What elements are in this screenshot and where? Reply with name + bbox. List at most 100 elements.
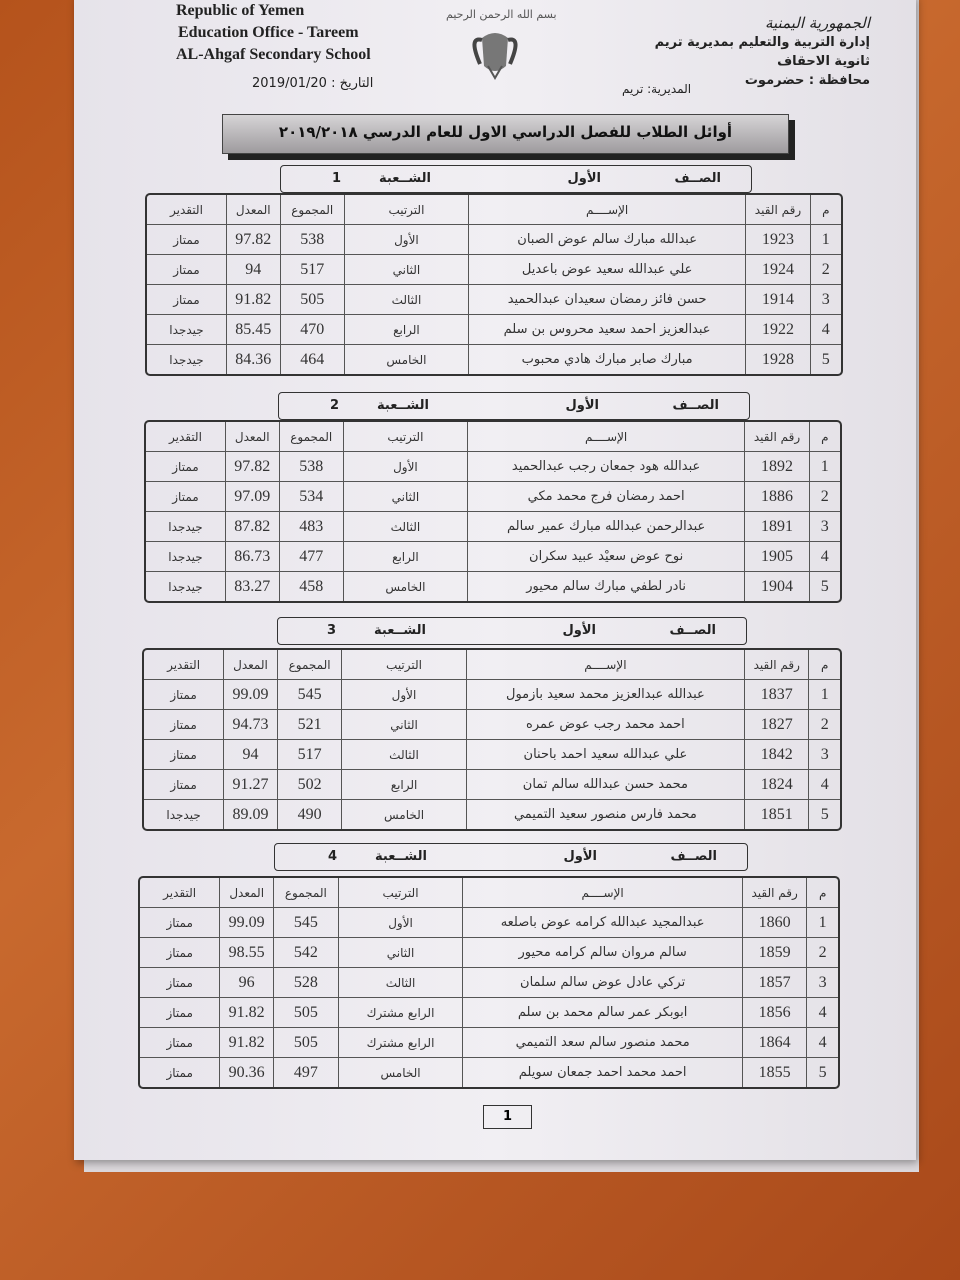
ranking-table: م رقم القيد الإســــم الترتيب المجموع المعدل ا… — [145, 193, 843, 376]
cell-student-name: نادر لطفي مبارك سالم محيور — [466, 572, 745, 601]
cell-registration-number: 1851 — [744, 800, 808, 829]
column-header-average: المعدل — [225, 195, 280, 225]
table-row: 5 1928 مبارك صابر مبارك هادي محبوب الخامس 46… — [147, 345, 841, 374]
cell-index: 1 — [806, 908, 838, 938]
table-row: 3 1891 عبدالرحمن عبدالله مبارك عمير سالم ال… — [146, 512, 840, 542]
cell-total: 505 — [279, 285, 344, 315]
column-header-registration-number: رقم القيد — [741, 878, 807, 908]
section-header: الصــف الأول الشــعبة 2 — [278, 392, 750, 420]
cell-student-name: ابوبكر عمر سالم محمد بن سلم — [462, 998, 742, 1028]
table-row: 1 1837 عبدالله عبدالعزيز محمد سعيد بازمول ا… — [144, 680, 840, 710]
column-header-index: م — [808, 650, 840, 680]
cell-index: 3 — [808, 740, 840, 770]
cell-total: 521 — [276, 710, 342, 740]
cell-index: 1 — [809, 225, 841, 255]
cell-index: 5 — [808, 572, 840, 601]
cell-average: 91.82 — [225, 285, 280, 315]
section-header: الصــف الأول الشــعبة 3 — [277, 617, 747, 645]
cell-average: 91.82 — [219, 1028, 274, 1058]
column-header-index: م — [809, 195, 841, 225]
section-section-label: الشــعبة — [379, 171, 431, 186]
column-header-index: م — [808, 422, 840, 452]
table-header-row: م رقم القيد الإســــم الترتيب المجموع المعدل ا… — [147, 195, 841, 225]
cell-student-name: احمد محمد رجب عوض عمره — [465, 710, 745, 740]
table-row: 1 1923 عبدالله مبارك سالم عوض الصبان الأول 5… — [147, 225, 841, 255]
section-class-label: الصــف — [674, 171, 721, 186]
cell-rank: الثاني — [343, 255, 468, 285]
cell-student-name: تركي عادل عوض سالم سلمان — [462, 968, 742, 998]
cell-registration-number: 1827 — [744, 710, 809, 740]
letterhead-line: إدارة التربية والتعليم بمديرية تريم — [654, 35, 870, 50]
table-row: 4 1856 ابوبكر عمر سالم محمد بن سلم الرابع م… — [140, 998, 838, 1028]
table-row: 5 1851 محمد فارس منصور سعيد التميمي الخامس 4… — [144, 800, 840, 829]
cell-registration-number: 1892 — [744, 452, 809, 482]
cell-average: 87.82 — [224, 512, 279, 542]
column-header-rank: الترتيب — [341, 650, 466, 680]
cell-student-name: علي عبدالله سعيد احمد باحنان — [465, 740, 745, 770]
column-header-grade: التقدير — [146, 422, 225, 452]
cell-total: 528 — [273, 968, 338, 998]
column-header-student-name: الإســــم — [466, 422, 745, 452]
cell-grade: جيدجدا — [146, 542, 225, 572]
cell-rank: الخامس — [343, 345, 468, 374]
arabic-letterhead: الجمهورية اليمنية إدارة التربية والتعليم… — [655, 14, 870, 90]
table-row: 3 1857 تركي عادل عوض سالم سلمان الثالث 528 96… — [140, 968, 838, 998]
cell-registration-number: 1864 — [741, 1028, 807, 1058]
cell-total: 505 — [273, 998, 338, 1028]
cell-average: 98.55 — [219, 938, 274, 968]
section-section-label: الشــعبة — [374, 623, 426, 638]
cell-rank: الرابع مشترك — [337, 998, 463, 1028]
cell-grade: ممتاز — [147, 285, 226, 315]
table-row: 2 1859 سالم مروان سالم كرامه محيور الثاني 54… — [140, 938, 838, 968]
cell-grade: ممتاز — [144, 710, 224, 740]
cell-index: 1 — [808, 452, 840, 482]
cell-registration-number: 1856 — [741, 998, 807, 1028]
cell-total: 497 — [273, 1058, 338, 1087]
cell-total: 458 — [278, 572, 343, 601]
cell-average: 91.27 — [223, 770, 277, 800]
cell-registration-number: 1842 — [744, 740, 809, 770]
cell-student-name: عبدالله مبارك سالم عوض الصبان — [467, 225, 746, 255]
cell-student-name: علي عبدالله سعيد عوض باعديل — [467, 255, 746, 285]
cell-grade: ممتاز — [147, 225, 226, 255]
cell-rank: الخامس — [342, 572, 467, 601]
cell-total: 490 — [276, 800, 342, 829]
cell-index: 5 — [808, 800, 840, 829]
cell-total: 542 — [273, 938, 338, 968]
cell-rank: الرابع — [341, 770, 466, 800]
cell-registration-number: 1891 — [744, 512, 809, 542]
section-section-value: 4 — [327, 849, 337, 864]
cell-registration-number: 1824 — [744, 770, 809, 800]
cell-registration-number: 1855 — [741, 1058, 807, 1087]
date-label: التاريخ : 2019/01/20 — [252, 76, 374, 91]
page-number: 1 — [483, 1105, 532, 1129]
cell-student-name: عبدالمجيد عبدالله كرامه عوض باصلعه — [462, 908, 742, 938]
document-title: أوائل الطلاب للفصل الدراسي الاول للعام ا… — [222, 114, 789, 154]
table-row: 5 1855 احمد محمد احمد جمعان سويلم الخامس 497… — [140, 1058, 838, 1087]
section-class-label: الصــف — [670, 849, 717, 864]
letterhead-line: Education Office - Tareem — [178, 24, 359, 41]
column-header-rank: الترتيب — [342, 422, 467, 452]
cell-student-name: محمد حسن عبدالله سالم تمان — [465, 770, 745, 800]
cell-grade: ممتاز — [140, 908, 220, 938]
cell-average: 96 — [219, 968, 274, 998]
cell-total: 517 — [276, 740, 342, 770]
column-header-rank: الترتيب — [337, 878, 463, 908]
column-header-total: المجموع — [273, 878, 338, 908]
cell-index: 2 — [808, 710, 840, 740]
section-header: الصــف الأول الشــعبة 1 — [280, 165, 752, 193]
cell-registration-number: 1857 — [741, 968, 807, 998]
column-header-student-name: الإســــم — [462, 878, 742, 908]
cell-index: 3 — [808, 512, 840, 542]
cell-index: 2 — [809, 255, 841, 285]
cell-average: 84.36 — [225, 345, 280, 374]
cell-average: 94 — [223, 740, 277, 770]
table-row: 1 1892 عبدالله هود جمعان رجب عبدالحميد الأو… — [146, 452, 840, 482]
cell-index: 4 — [809, 315, 841, 345]
cell-total: 502 — [276, 770, 342, 800]
cell-registration-number: 1905 — [744, 542, 809, 572]
cell-rank: الأول — [343, 225, 468, 255]
cell-average: 99.09 — [223, 680, 277, 710]
cell-rank: الثالث — [342, 512, 467, 542]
table-row: 4 1905 نوح عوض سعيْد عبيد سكران الرابع 477 86… — [146, 542, 840, 572]
